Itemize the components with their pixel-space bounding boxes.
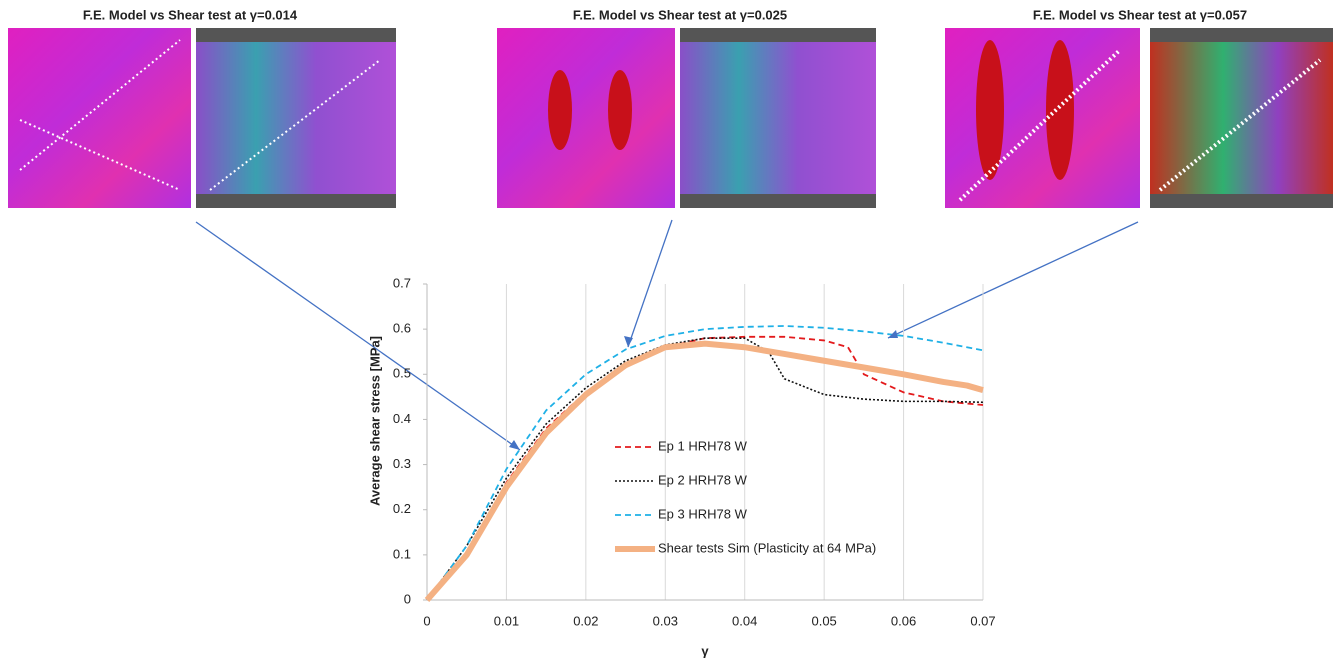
- y-tick-label: 0.2: [393, 501, 411, 516]
- panel-title: F.E. Model vs Shear test at γ=0.025: [573, 7, 787, 22]
- legend-label: Ep 2 HRH78 W: [658, 472, 748, 487]
- y-axis-label: Average shear stress [MPa]: [367, 336, 382, 506]
- hot-spots: [548, 40, 1074, 180]
- test-image: [680, 28, 876, 208]
- series-line: [426, 325, 984, 601]
- grip: [1150, 194, 1333, 208]
- y-tick-label: 0.4: [393, 411, 411, 426]
- test-image: [196, 28, 396, 208]
- callout-head: [888, 330, 898, 338]
- x-tick-label: 0.02: [573, 613, 598, 628]
- x-axis-label: γ: [701, 643, 709, 658]
- grip: [196, 194, 396, 208]
- y-tick-label: 0: [404, 591, 411, 606]
- x-tick-label: 0.03: [653, 613, 678, 628]
- y-tick-label: 0.1: [393, 546, 411, 561]
- fe-image: [8, 28, 191, 208]
- x-tick-label: 0.04: [732, 613, 757, 628]
- y-tick-label: 0.6: [393, 321, 411, 336]
- y-tick-label: 0.7: [393, 275, 411, 290]
- panel-title: F.E. Model vs Shear test at γ=0.014: [83, 7, 298, 22]
- grip: [196, 28, 396, 42]
- fe-image: [945, 28, 1140, 208]
- y-tick-label: 0.5: [393, 366, 411, 381]
- fe-image: [497, 28, 675, 208]
- series-line: [424, 340, 984, 602]
- x-tick-label: 0.05: [811, 613, 836, 628]
- series-line: [426, 337, 984, 601]
- legend-label: Ep 1 HRH78 W: [658, 438, 748, 453]
- x-tick-label: 0.01: [494, 613, 519, 628]
- grip: [680, 28, 876, 42]
- grip: [680, 194, 876, 208]
- panel-title: F.E. Model vs Shear test at γ=0.057: [1033, 7, 1247, 22]
- test-image: [1150, 28, 1333, 208]
- x-tick-label: 0.06: [891, 613, 916, 628]
- legend-label: Ep 3 HRH78 W: [658, 506, 748, 521]
- shear-arrows: [19, 39, 1322, 202]
- callouts: [195, 219, 1139, 451]
- x-tick-label: 0.07: [970, 613, 995, 628]
- x-tick-label: 0: [423, 613, 430, 628]
- callout-head: [509, 440, 520, 450]
- legend-label: Shear tests Sim (Plasticity at 64 MPa): [658, 540, 876, 555]
- grip: [1150, 28, 1333, 42]
- y-tick-label: 0.3: [393, 456, 411, 471]
- callout-head: [624, 336, 633, 347]
- images: [8, 28, 1333, 208]
